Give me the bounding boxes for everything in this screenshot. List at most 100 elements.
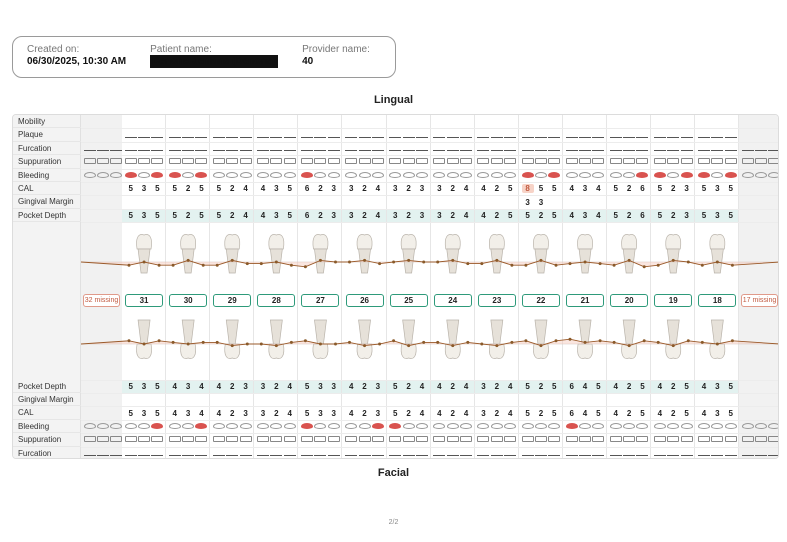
suppuration-cell[interactable] bbox=[697, 155, 737, 168]
suppuration-cell[interactable] bbox=[345, 155, 385, 168]
suppuration-checkbox[interactable] bbox=[415, 158, 428, 165]
suppuration-checkbox[interactable] bbox=[636, 436, 649, 443]
suppuration-checkbox[interactable] bbox=[151, 436, 164, 443]
suppuration-checkbox[interactable] bbox=[446, 158, 459, 165]
bleeding-cell[interactable] bbox=[653, 169, 693, 182]
suppuration-checkbox[interactable] bbox=[741, 158, 754, 165]
suppuration-checkbox[interactable] bbox=[212, 158, 225, 165]
bleeding-drop-icon[interactable] bbox=[477, 422, 490, 429]
suppuration-checkbox[interactable] bbox=[565, 436, 578, 443]
bleeding-drop-icon[interactable] bbox=[110, 422, 123, 429]
suppuration-checkbox[interactable] bbox=[270, 158, 283, 165]
bleeding-drop-icon[interactable] bbox=[168, 422, 181, 429]
bleeding-cell[interactable] bbox=[477, 169, 517, 182]
facial-bleeding-cell[interactable] bbox=[345, 420, 385, 433]
facial-bleeding-cell[interactable] bbox=[389, 420, 429, 433]
tooth-number-27[interactable]: 27 bbox=[301, 294, 340, 307]
bleeding-drop-icon[interactable] bbox=[724, 422, 737, 429]
bleeding-cell[interactable] bbox=[521, 169, 561, 182]
suppuration-checkbox[interactable] bbox=[314, 158, 327, 165]
bleeding-drop-icon[interactable] bbox=[680, 171, 693, 178]
suppuration-checkbox[interactable] bbox=[579, 158, 592, 165]
bleeding-drop-icon[interactable] bbox=[579, 171, 592, 178]
bleeding-drop-icon[interactable] bbox=[565, 422, 578, 429]
facial-suppuration-cell[interactable] bbox=[565, 433, 605, 446]
suppuration-checkbox[interactable] bbox=[256, 158, 269, 165]
suppuration-checkbox[interactable] bbox=[609, 436, 622, 443]
bleeding-drop-icon[interactable] bbox=[433, 171, 446, 178]
tooth-number-24[interactable]: 24 bbox=[433, 294, 472, 307]
bleeding-drop-icon[interactable] bbox=[97, 422, 110, 429]
suppuration-checkbox[interactable] bbox=[667, 158, 680, 165]
suppuration-checkbox[interactable] bbox=[239, 436, 252, 443]
suppuration-checkbox[interactable] bbox=[83, 158, 96, 165]
bleeding-drop-icon[interactable] bbox=[697, 171, 710, 178]
bleeding-drop-icon[interactable] bbox=[521, 422, 534, 429]
suppuration-checkbox[interactable] bbox=[283, 158, 296, 165]
tooth-number-22[interactable]: 22 bbox=[521, 294, 560, 307]
facial-suppuration-cell[interactable] bbox=[697, 433, 737, 446]
bleeding-drop-icon[interactable] bbox=[609, 171, 622, 178]
suppuration-checkbox[interactable] bbox=[97, 158, 110, 165]
suppuration-checkbox[interactable] bbox=[446, 436, 459, 443]
suppuration-checkbox[interactable] bbox=[477, 436, 490, 443]
suppuration-checkbox[interactable] bbox=[371, 436, 384, 443]
suppuration-checkbox[interactable] bbox=[283, 436, 296, 443]
bleeding-drop-icon[interactable] bbox=[768, 422, 778, 429]
facial-bleeding-cell[interactable] bbox=[433, 420, 473, 433]
bleeding-drop-icon[interactable] bbox=[460, 422, 473, 429]
facial-bleeding-cell[interactable] bbox=[168, 420, 208, 433]
suppuration-checkbox[interactable] bbox=[623, 436, 636, 443]
bleeding-cell[interactable] bbox=[124, 169, 164, 182]
facial-suppuration-cell[interactable] bbox=[168, 433, 208, 446]
bleeding-drop-icon[interactable] bbox=[151, 171, 164, 178]
facial-suppuration-cell[interactable] bbox=[256, 433, 296, 446]
suppuration-checkbox[interactable] bbox=[110, 436, 123, 443]
bleeding-drop-icon[interactable] bbox=[182, 171, 195, 178]
suppuration-checkbox[interactable] bbox=[755, 436, 768, 443]
bleeding-drop-icon[interactable] bbox=[124, 171, 137, 178]
suppuration-cell[interactable] bbox=[521, 155, 561, 168]
facial-suppuration-cell[interactable] bbox=[477, 433, 517, 446]
suppuration-checkbox[interactable] bbox=[195, 436, 208, 443]
bleeding-drop-icon[interactable] bbox=[124, 422, 137, 429]
bleeding-drop-icon[interactable] bbox=[433, 422, 446, 429]
suppuration-checkbox[interactable] bbox=[270, 436, 283, 443]
bleeding-drop-icon[interactable] bbox=[521, 171, 534, 178]
bleeding-drop-icon[interactable] bbox=[402, 171, 415, 178]
bleeding-drop-icon[interactable] bbox=[623, 422, 636, 429]
bleeding-drop-icon[interactable] bbox=[314, 171, 327, 178]
suppuration-cell[interactable] bbox=[565, 155, 605, 168]
facial-bleeding-cell[interactable] bbox=[256, 420, 296, 433]
suppuration-checkbox[interactable] bbox=[345, 436, 358, 443]
bleeding-drop-icon[interactable] bbox=[653, 422, 666, 429]
bleeding-cell[interactable] bbox=[168, 169, 208, 182]
bleeding-drop-icon[interactable] bbox=[415, 171, 428, 178]
suppuration-checkbox[interactable] bbox=[151, 158, 164, 165]
facial-bleeding-cell[interactable] bbox=[653, 420, 693, 433]
bleeding-drop-icon[interactable] bbox=[83, 171, 96, 178]
suppuration-checkbox[interactable] bbox=[195, 158, 208, 165]
bleeding-drop-icon[interactable] bbox=[345, 422, 358, 429]
tooth-number-18[interactable]: 18 bbox=[698, 294, 737, 307]
tooth-number-23[interactable]: 23 bbox=[477, 294, 516, 307]
suppuration-checkbox[interactable] bbox=[741, 436, 754, 443]
suppuration-checkbox[interactable] bbox=[402, 436, 415, 443]
suppuration-checkbox[interactable] bbox=[168, 158, 181, 165]
suppuration-checkbox[interactable] bbox=[415, 436, 428, 443]
bleeding-drop-icon[interactable] bbox=[711, 171, 724, 178]
facial-bleeding-cell[interactable] bbox=[565, 420, 605, 433]
bleeding-drop-icon[interactable] bbox=[301, 422, 314, 429]
missing-drop-cell[interactable] bbox=[741, 420, 778, 433]
facial-suppuration-cell[interactable] bbox=[212, 433, 252, 446]
bleeding-drop-icon[interactable] bbox=[667, 422, 680, 429]
bleeding-drop-icon[interactable] bbox=[534, 171, 547, 178]
suppuration-checkbox[interactable] bbox=[110, 158, 123, 165]
suppuration-checkbox[interactable] bbox=[680, 436, 693, 443]
bleeding-drop-icon[interactable] bbox=[195, 171, 208, 178]
bleeding-drop-icon[interactable] bbox=[389, 422, 402, 429]
facial-suppuration-cell[interactable] bbox=[300, 433, 340, 446]
bleeding-drop-icon[interactable] bbox=[389, 171, 402, 178]
facial-suppuration-cell[interactable] bbox=[433, 433, 473, 446]
suppuration-checkbox[interactable] bbox=[83, 436, 96, 443]
